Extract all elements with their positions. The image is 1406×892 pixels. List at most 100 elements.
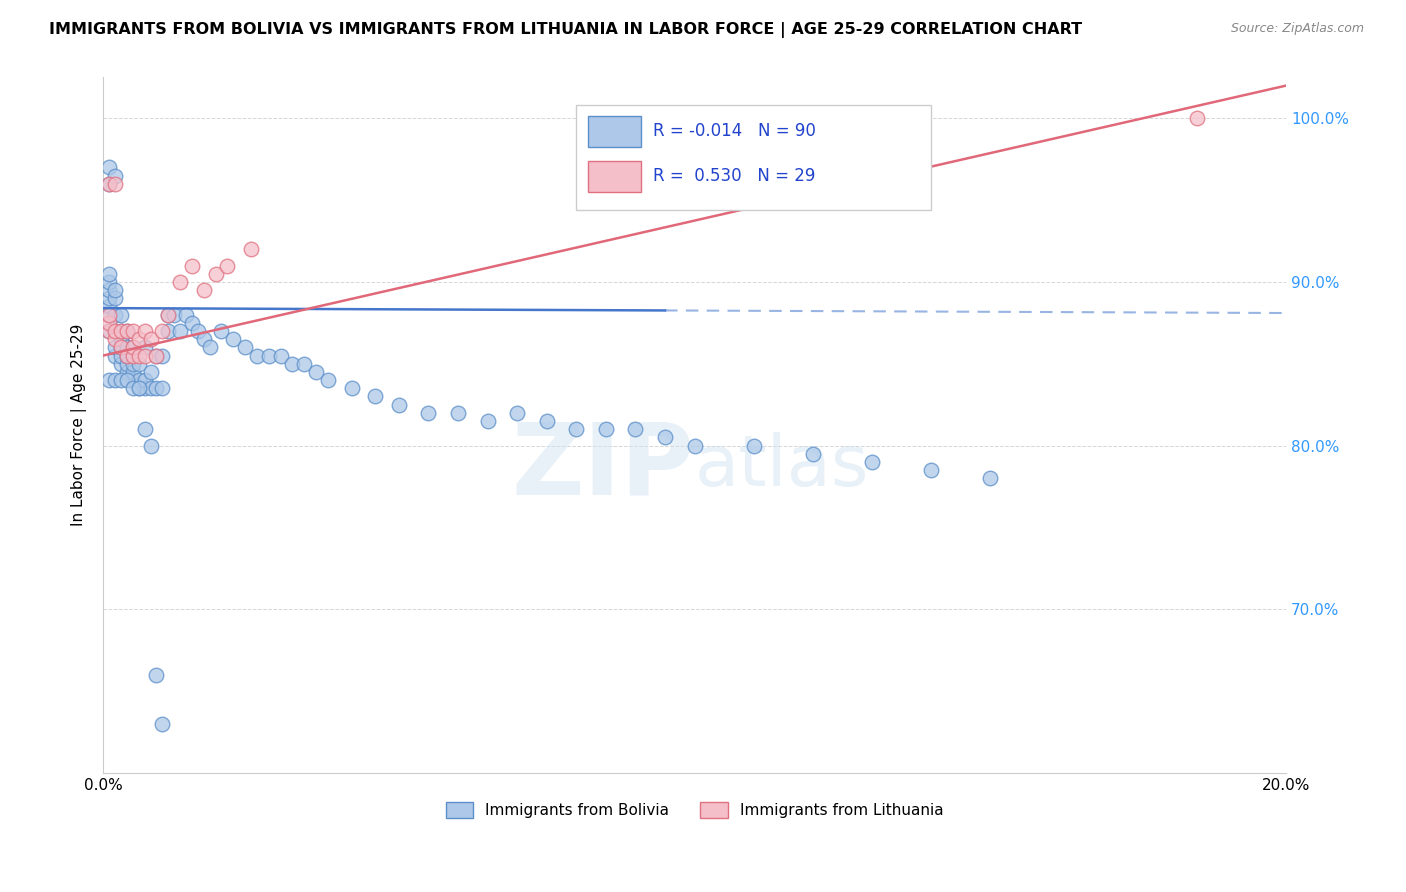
- Point: [110, 373, 132, 387]
- Point: [246, 349, 269, 363]
- Point: [222, 332, 245, 346]
- Y-axis label: In Labor Force | Age 25-29: In Labor Force | Age 25-29: [72, 324, 87, 526]
- FancyBboxPatch shape: [588, 116, 641, 147]
- Point: [98, 324, 121, 338]
- Point: [1187, 112, 1209, 126]
- Text: R = -0.014   N = 90: R = -0.014 N = 90: [654, 122, 815, 140]
- Point: [104, 169, 127, 183]
- FancyBboxPatch shape: [576, 105, 931, 210]
- Point: [98, 300, 121, 314]
- Point: [104, 291, 127, 305]
- Point: [447, 406, 470, 420]
- Point: [104, 373, 127, 387]
- Point: [305, 365, 328, 379]
- Point: [98, 177, 121, 191]
- Point: [139, 381, 162, 395]
- Point: [860, 455, 883, 469]
- Point: [198, 340, 221, 354]
- Point: [115, 324, 138, 338]
- Point: [121, 381, 143, 395]
- Point: [145, 349, 167, 363]
- Point: [128, 349, 150, 363]
- Point: [801, 447, 824, 461]
- Point: [110, 357, 132, 371]
- Point: [110, 340, 132, 354]
- Point: [104, 349, 127, 363]
- Point: [128, 381, 150, 395]
- Point: [121, 373, 143, 387]
- Point: [150, 381, 173, 395]
- Point: [145, 667, 167, 681]
- Text: atlas: atlas: [695, 433, 869, 501]
- Point: [139, 365, 162, 379]
- Point: [98, 161, 121, 175]
- Point: [134, 340, 156, 354]
- Point: [121, 324, 143, 338]
- Point: [211, 324, 233, 338]
- Point: [115, 373, 138, 387]
- Point: [104, 324, 127, 338]
- Point: [217, 259, 239, 273]
- Point: [150, 349, 173, 363]
- Point: [163, 308, 186, 322]
- Point: [134, 422, 156, 436]
- Point: [193, 283, 215, 297]
- Point: [110, 308, 132, 322]
- Point: [115, 357, 138, 371]
- Point: [115, 340, 138, 354]
- Point: [292, 357, 315, 371]
- Point: [169, 275, 191, 289]
- Point: [128, 381, 150, 395]
- FancyBboxPatch shape: [588, 161, 641, 192]
- Point: [139, 438, 162, 452]
- Point: [98, 324, 121, 338]
- Text: IMMIGRANTS FROM BOLIVIA VS IMMIGRANTS FROM LITHUANIA IN LABOR FORCE | AGE 25-29 : IMMIGRANTS FROM BOLIVIA VS IMMIGRANTS FR…: [49, 22, 1083, 38]
- Point: [157, 308, 180, 322]
- Point: [536, 414, 558, 428]
- Point: [104, 340, 127, 354]
- Text: R =  0.530   N = 29: R = 0.530 N = 29: [654, 167, 815, 186]
- Point: [683, 438, 706, 452]
- Point: [180, 316, 202, 330]
- Point: [145, 381, 167, 395]
- Point: [742, 438, 765, 452]
- Point: [98, 373, 121, 387]
- Point: [150, 716, 173, 731]
- Point: [98, 316, 121, 330]
- Point: [187, 324, 209, 338]
- Point: [169, 324, 191, 338]
- Point: [150, 324, 173, 338]
- Point: [115, 365, 138, 379]
- Point: [477, 414, 499, 428]
- Point: [98, 275, 121, 289]
- Point: [128, 373, 150, 387]
- Text: Source: ZipAtlas.com: Source: ZipAtlas.com: [1230, 22, 1364, 36]
- Point: [145, 349, 167, 363]
- Point: [134, 381, 156, 395]
- Point: [920, 463, 942, 477]
- Point: [128, 357, 150, 371]
- Point: [121, 340, 143, 354]
- Point: [104, 283, 127, 297]
- Point: [257, 349, 280, 363]
- Point: [388, 398, 411, 412]
- Point: [110, 324, 132, 338]
- Text: ZIP: ZIP: [512, 418, 695, 516]
- Point: [270, 349, 292, 363]
- Point: [204, 267, 226, 281]
- Point: [104, 177, 127, 191]
- Point: [121, 357, 143, 371]
- Point: [128, 332, 150, 346]
- Point: [979, 471, 1001, 485]
- Point: [115, 349, 138, 363]
- Point: [98, 177, 121, 191]
- Point: [180, 259, 202, 273]
- Point: [134, 349, 156, 363]
- Point: [104, 324, 127, 338]
- Point: [281, 357, 304, 371]
- Point: [233, 340, 256, 354]
- Point: [98, 308, 121, 322]
- Point: [121, 349, 143, 363]
- Point: [115, 349, 138, 363]
- Point: [654, 430, 676, 444]
